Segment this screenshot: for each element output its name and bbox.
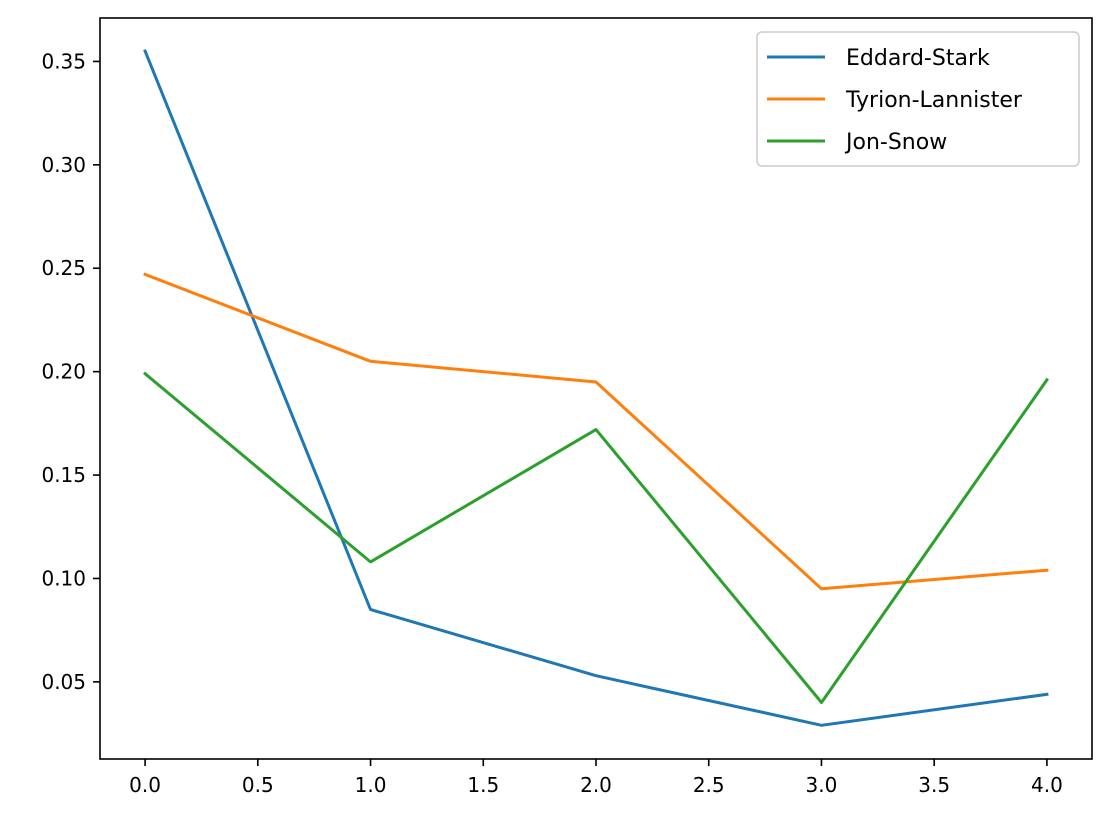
x-axis: 0.0 0.5 1.0 1.5 2.0 2.5 3.0 3.5 4.0 xyxy=(129,759,1063,797)
x-tick-label: 2.0 xyxy=(580,773,612,797)
y-tick-label: 0.10 xyxy=(41,566,86,590)
y-tick-label: 0.35 xyxy=(41,49,86,73)
x-tick-label: 0.5 xyxy=(242,773,274,797)
x-tick-label: 2.5 xyxy=(693,773,725,797)
legend: Eddard-Stark Tyrion-Lannister Jon-Snow xyxy=(756,31,1080,167)
y-tick-label: 0.25 xyxy=(41,256,86,280)
y-tick-label: 0.05 xyxy=(41,670,86,694)
legend-label: Jon-Snow xyxy=(844,130,947,155)
x-tick-label: 1.5 xyxy=(467,773,499,797)
legend-label: Eddard-Stark xyxy=(846,46,990,71)
y-tick-label: 0.30 xyxy=(41,153,86,177)
legend-label: Tyrion-Lannister xyxy=(845,88,1023,113)
x-tick-label: 3.5 xyxy=(918,773,950,797)
plot-frame xyxy=(99,17,1093,760)
y-tick-label: 0.15 xyxy=(41,463,86,487)
x-tick-label: 1.0 xyxy=(355,773,387,797)
x-tick-label: 4.0 xyxy=(1031,773,1063,797)
y-tick-label: 0.20 xyxy=(41,360,86,384)
legend-box xyxy=(756,31,1080,167)
series-layer xyxy=(142,49,1049,727)
x-tick-label: 3.0 xyxy=(806,773,838,797)
series-line-tyrion-lannister xyxy=(143,272,1049,591)
y-axis: 0.05 0.10 0.15 0.20 0.25 0.30 0.35 xyxy=(41,49,100,694)
series-line-jon-snow xyxy=(142,371,1049,704)
series-line-eddard-stark xyxy=(143,49,1049,727)
x-tick-label: 0.0 xyxy=(129,773,161,797)
